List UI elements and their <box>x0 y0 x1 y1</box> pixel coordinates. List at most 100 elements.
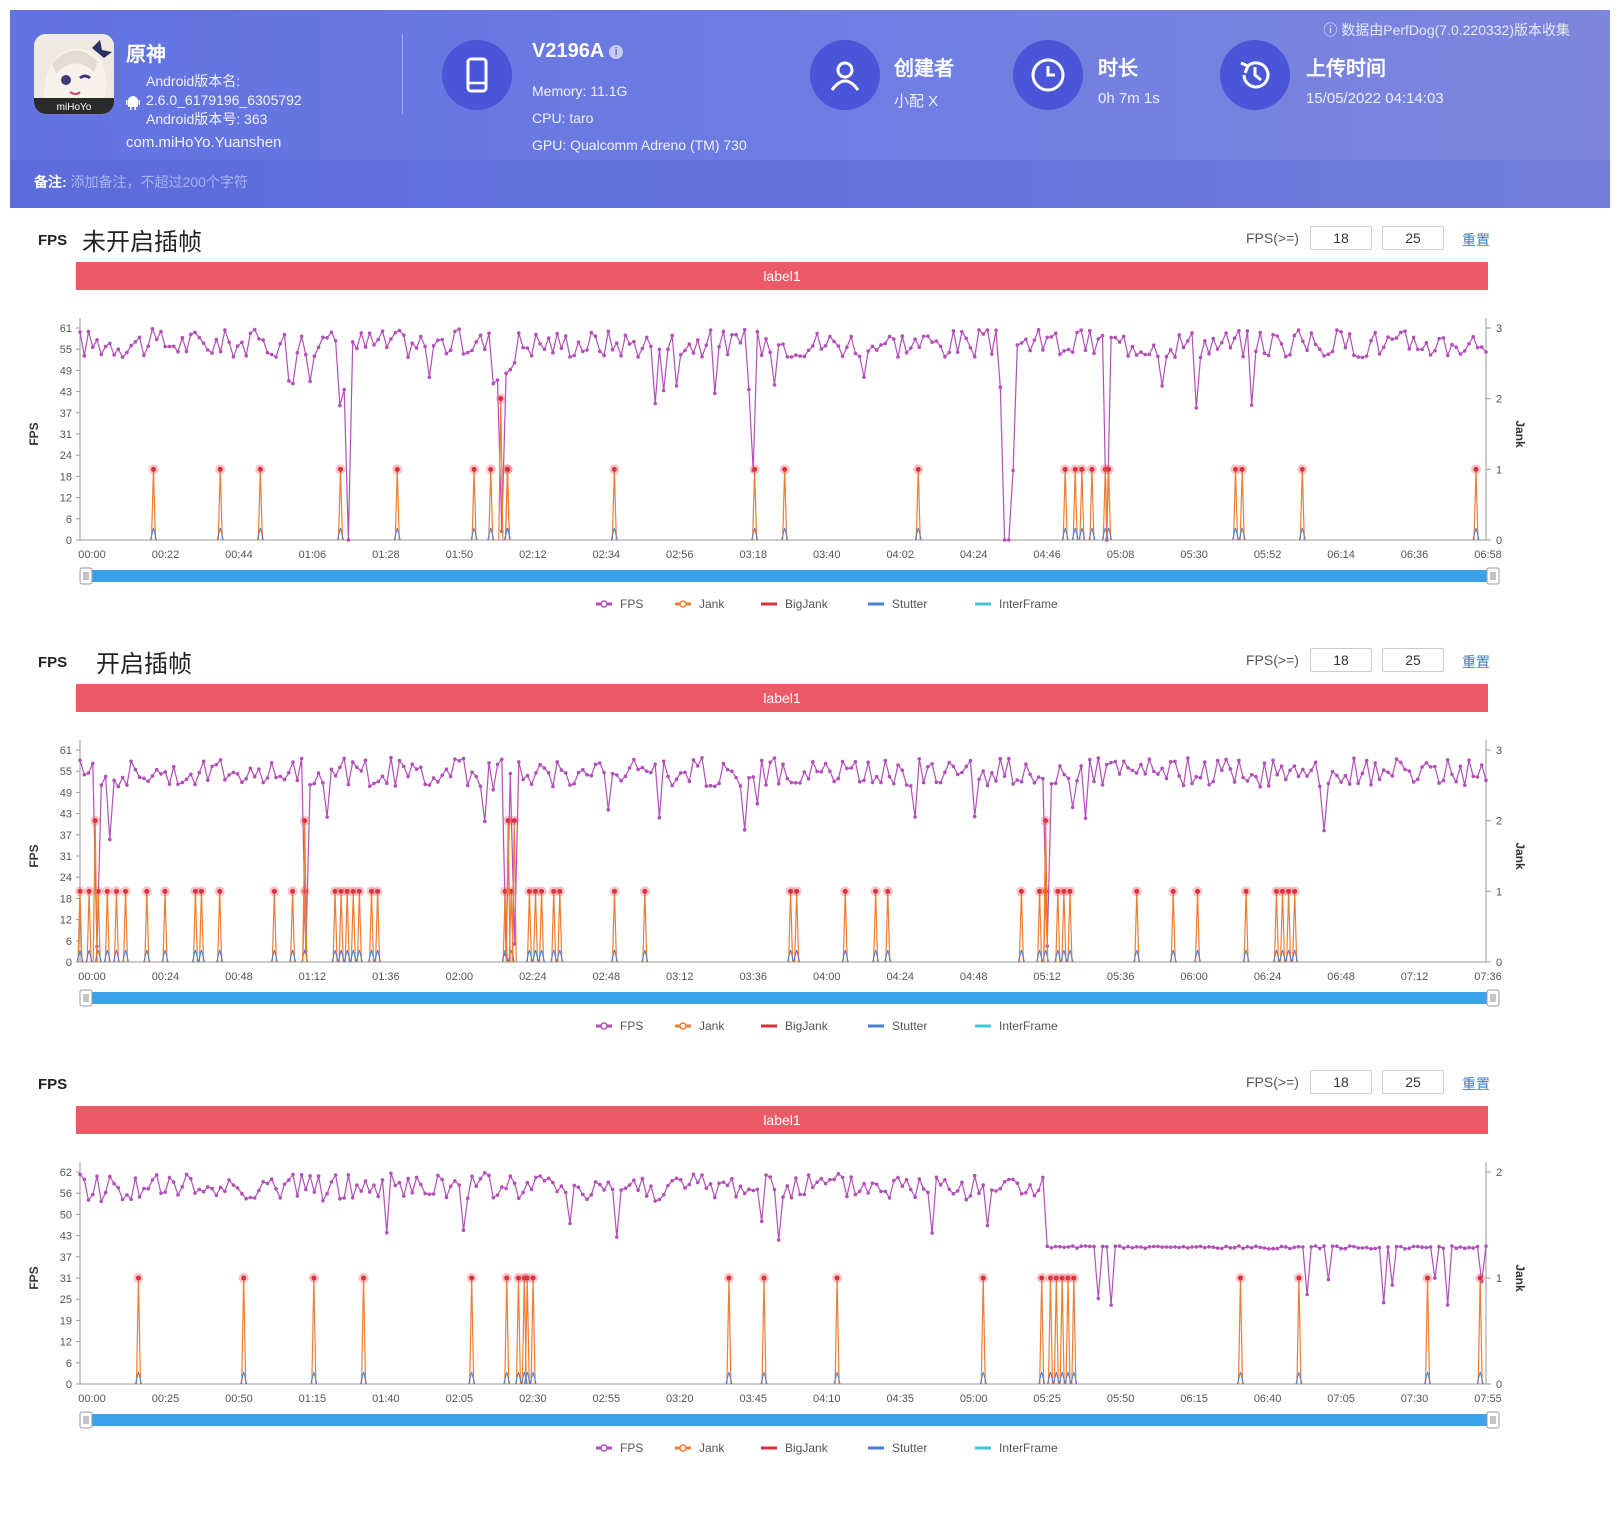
legend-item-interframe[interactable]: InterFrame <box>975 1019 1058 1033</box>
jank-marker[interactable] <box>1089 466 1095 472</box>
zoom-slider-track[interactable] <box>80 570 1494 582</box>
jank-marker[interactable] <box>217 466 223 472</box>
jank-marker[interactable] <box>1473 466 1479 472</box>
jank-marker[interactable] <box>842 888 848 894</box>
legend-item-fps[interactable]: FPS <box>596 1019 643 1033</box>
jank-marker[interactable] <box>524 1275 530 1281</box>
jank-marker[interactable] <box>752 466 758 472</box>
jank-marker[interactable] <box>350 888 356 894</box>
fps-threshold-input-high[interactable]: 25 <box>1382 226 1444 250</box>
jank-marker[interactable] <box>394 466 400 472</box>
jank-marker[interactable] <box>338 888 344 894</box>
jank-marker[interactable] <box>337 466 343 472</box>
jank-marker[interactable] <box>1425 1275 1431 1281</box>
jank-marker[interactable] <box>1079 466 1085 472</box>
jank-marker[interactable] <box>1233 466 1239 472</box>
jank-marker[interactable] <box>290 888 296 894</box>
jank-marker[interactable] <box>471 466 477 472</box>
jank-marker[interactable] <box>162 888 168 894</box>
jank-marker[interactable] <box>1071 1275 1077 1281</box>
jank-marker[interactable] <box>135 1275 141 1281</box>
legend-item-interframe[interactable]: InterFrame <box>975 597 1058 611</box>
jank-marker[interactable] <box>1043 888 1049 894</box>
legend-item-jank[interactable]: Jank <box>675 1441 725 1455</box>
jank-marker[interactable] <box>1299 466 1305 472</box>
note-placeholder[interactable]: 添加备注，不超过200个字符 <box>70 174 248 190</box>
jank-marker[interactable] <box>515 1275 521 1281</box>
jank-marker[interactable] <box>533 888 539 894</box>
jank-marker[interactable] <box>1037 888 1043 894</box>
jank-marker[interactable] <box>1018 888 1024 894</box>
jank-marker[interactable] <box>1106 466 1112 472</box>
jank-marker[interactable] <box>539 888 545 894</box>
jank-marker[interactable] <box>873 888 879 894</box>
legend-item-stutter[interactable]: Stutter <box>868 1019 927 1033</box>
jank-marker[interactable] <box>95 888 101 894</box>
jank-marker[interactable] <box>144 888 150 894</box>
label-bar[interactable]: label1 <box>76 262 1488 290</box>
jank-marker[interactable] <box>611 888 617 894</box>
legend-item-fps[interactable]: FPS <box>596 597 643 611</box>
jank-marker[interactable] <box>915 466 921 472</box>
jank-marker[interactable] <box>834 1275 840 1281</box>
label-bar[interactable]: label1 <box>76 684 1488 712</box>
jank-marker[interactable] <box>1053 1275 1059 1281</box>
jank-marker[interactable] <box>1286 888 1292 894</box>
jank-marker[interactable] <box>257 466 263 472</box>
jank-marker[interactable] <box>113 888 119 894</box>
jank-marker[interactable] <box>1055 888 1061 894</box>
jank-marker[interactable] <box>1477 1275 1483 1281</box>
jank-marker[interactable] <box>508 888 514 894</box>
jank-marker[interactable] <box>1292 888 1298 894</box>
fps-threshold-input-low[interactable]: 18 <box>1310 1070 1372 1094</box>
jank-marker[interactable] <box>1134 888 1140 894</box>
jank-marker[interactable] <box>488 466 494 472</box>
fps-threshold-input-low[interactable]: 18 <box>1310 648 1372 672</box>
jank-marker[interactable] <box>1039 1275 1045 1281</box>
jank-marker[interactable] <box>788 888 794 894</box>
jank-marker[interactable] <box>557 888 563 894</box>
info-icon[interactable]: i <box>609 44 624 59</box>
jank-marker[interactable] <box>332 888 338 894</box>
jank-marker[interactable] <box>761 1275 767 1281</box>
jank-marker[interactable] <box>1047 1275 1053 1281</box>
label-bar[interactable]: label1 <box>76 1106 1488 1134</box>
bigjank-marker[interactable] <box>505 818 511 824</box>
jank-marker[interactable] <box>302 888 308 894</box>
bigjank-marker[interactable] <box>92 818 98 824</box>
fps-threshold-input-high[interactable]: 25 <box>1382 1070 1444 1094</box>
jank-marker[interactable] <box>1273 888 1279 894</box>
jank-marker[interactable] <box>217 888 223 894</box>
jank-marker[interactable] <box>150 466 156 472</box>
jank-marker[interactable] <box>1067 888 1073 894</box>
jank-marker[interactable] <box>241 1275 247 1281</box>
legend-item-bigjank[interactable]: BigJank <box>761 1441 829 1455</box>
legend-item-bigjank[interactable]: BigJank <box>761 597 829 611</box>
jank-marker[interactable] <box>794 888 800 894</box>
reset-button[interactable]: 重置 <box>1462 654 1490 670</box>
jank-marker[interactable] <box>782 466 788 472</box>
reset-button[interactable]: 重置 <box>1462 232 1490 248</box>
jank-marker[interactable] <box>726 1275 732 1281</box>
zoom-slider-track[interactable] <box>80 992 1494 1004</box>
bigjank-marker[interactable] <box>511 818 517 824</box>
legend-item-jank[interactable]: Jank <box>675 1019 725 1033</box>
fps-threshold-input-high[interactable]: 25 <box>1382 648 1444 672</box>
jank-marker[interactable] <box>86 888 92 894</box>
jank-marker[interactable] <box>192 888 198 894</box>
jank-marker[interactable] <box>361 1275 367 1281</box>
jank-marker[interactable] <box>1072 466 1078 472</box>
jank-marker[interactable] <box>1061 888 1067 894</box>
bigjank-marker[interactable] <box>498 396 504 402</box>
zoom-slider-track[interactable] <box>80 1414 1494 1426</box>
jank-marker[interactable] <box>1239 466 1245 472</box>
jank-marker[interactable] <box>504 1275 510 1281</box>
jank-marker[interactable] <box>502 888 508 894</box>
jank-marker[interactable] <box>526 888 532 894</box>
jank-marker[interactable] <box>123 888 129 894</box>
legend-item-bigjank[interactable]: BigJank <box>761 1019 829 1033</box>
jank-marker[interactable] <box>530 1275 536 1281</box>
fps-threshold-input-low[interactable]: 18 <box>1310 226 1372 250</box>
jank-marker[interactable] <box>375 888 381 894</box>
jank-marker[interactable] <box>104 888 110 894</box>
